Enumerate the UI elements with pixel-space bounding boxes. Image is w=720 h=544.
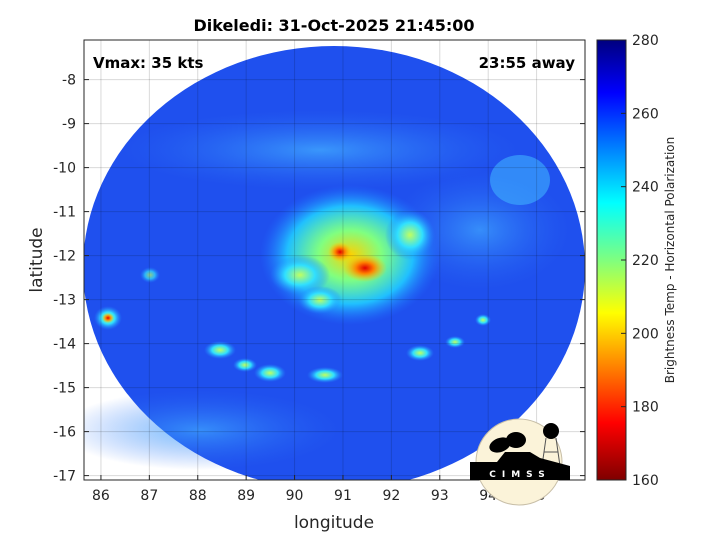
- x-ticks: 86878889909192939495: [92, 475, 546, 504]
- svg-text:CIMSS: CIMSS: [489, 470, 550, 480]
- colorbar-tick-label: 200: [632, 326, 659, 342]
- grid-lines: [84, 40, 585, 480]
- colorbar-tick-label: 220: [632, 253, 659, 269]
- time-away-annotation: 23:55 away: [479, 54, 576, 72]
- colorbar-ticks: 160 180 200 220 240 260 280: [621, 33, 659, 489]
- x-tick-label: 93: [431, 488, 449, 504]
- y-axis-label: latitude: [27, 227, 47, 292]
- axes-frame: [83, 39, 586, 481]
- colorbar-tick-label: 280: [632, 33, 659, 49]
- y-tick-label: -8: [62, 73, 76, 89]
- y-tick-label: -9: [62, 117, 76, 133]
- x-tick-label: 88: [189, 488, 207, 504]
- colorbar-tick-label: 160: [632, 473, 659, 489]
- colorbar-tick-label: 180: [632, 400, 659, 416]
- y-ticks: -8 -9 -10 -11 -12 -13 -14 -15 -16 -17: [53, 73, 585, 485]
- brightness-temp-image: [84, 46, 585, 480]
- y-tick-label: -13: [53, 293, 76, 309]
- colorbar-label: Brightness Temp - Horizontal Polarizatio…: [663, 137, 677, 384]
- x-tick-label: 92: [382, 488, 400, 504]
- chart-title: Dikeledi: 31-Oct-2025 21:45:00: [193, 16, 474, 35]
- y-tick-label: -16: [53, 425, 76, 441]
- y-tick-label: -14: [53, 337, 76, 353]
- y-tick-label: -15: [53, 381, 76, 397]
- x-tick-label: 90: [286, 488, 304, 504]
- x-axis-label: longitude: [294, 513, 374, 533]
- x-tick-label: 91: [334, 488, 352, 504]
- y-tick-label: -17: [53, 469, 76, 485]
- y-tick-label: -12: [53, 249, 76, 265]
- colorbar-tick-label: 240: [632, 180, 659, 196]
- x-tick-label: 86: [92, 488, 110, 504]
- cimss-logo: CIMSS: [470, 418, 570, 506]
- colorbar-tick-label: 260: [632, 106, 659, 122]
- y-tick-label: -10: [53, 161, 76, 177]
- x-tick-label: 89: [237, 488, 255, 504]
- x-tick-label: 87: [140, 488, 158, 504]
- vmax-annotation: Vmax: 35 kts: [93, 54, 203, 72]
- y-tick-label: -11: [53, 205, 76, 221]
